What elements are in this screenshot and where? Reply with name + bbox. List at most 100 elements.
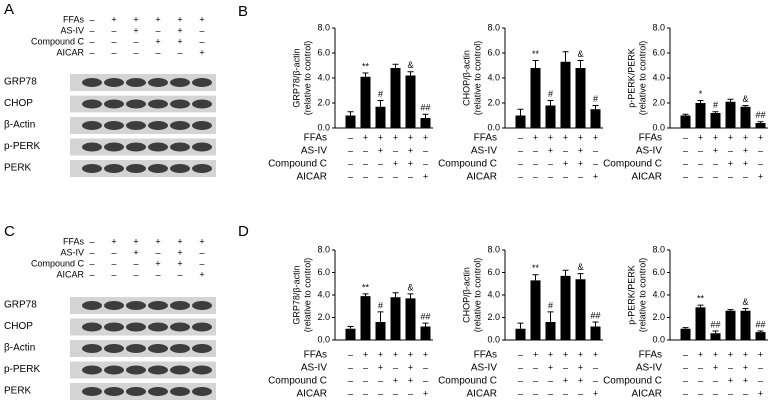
- treatment-sign: +: [548, 145, 553, 155]
- treatment-sign: +: [548, 349, 553, 359]
- blot-band: [82, 344, 102, 353]
- treatment-label: Compound C: [438, 376, 497, 387]
- blot-band: [192, 99, 212, 109]
- treatment-sign: +: [743, 362, 748, 372]
- band-label: GRP78: [4, 300, 37, 311]
- significance-mark: &: [577, 49, 583, 59]
- treatment-sign: –: [518, 375, 523, 385]
- treatment-sign: +: [743, 375, 748, 385]
- treatment-label: FFAs: [639, 350, 662, 361]
- treatment-sign: +: [713, 132, 718, 142]
- blot-band: [126, 344, 146, 353]
- treatment-sign: +: [423, 171, 428, 181]
- y-tick-label: 8.0: [652, 244, 665, 254]
- treatment-label: Compound C: [268, 159, 327, 170]
- treatment-label: AS-IV: [301, 363, 327, 374]
- treatment-sign: –: [548, 375, 553, 385]
- treatment-sign: –: [578, 171, 583, 181]
- treatment-sign: –: [111, 247, 116, 257]
- blot-band: [148, 344, 168, 353]
- treatment-sign: –: [518, 145, 523, 155]
- band-label: CHOP: [4, 321, 33, 332]
- significance-mark: **: [532, 49, 540, 59]
- treatment-sign: –: [683, 388, 688, 398]
- blot-band: [170, 78, 190, 87]
- significance-mark: **: [362, 282, 370, 292]
- significance-mark: #: [713, 100, 718, 110]
- blot-band: [126, 322, 146, 332]
- y-tick-label: 4.0: [652, 289, 665, 299]
- y-tick-label: 2.0: [652, 312, 665, 322]
- treatment-sign: –: [363, 145, 368, 155]
- bar: [545, 322, 556, 340]
- blot-band: [170, 164, 190, 173]
- bar: [345, 115, 356, 128]
- significance-mark: ##: [590, 310, 600, 320]
- blot-band: [82, 164, 102, 173]
- treatment-sign: +: [713, 145, 718, 155]
- treatment-sign: +: [593, 132, 598, 142]
- blot-band: [126, 387, 146, 396]
- treatment-label: Compound C: [31, 36, 85, 46]
- treatment-sign: +: [578, 132, 583, 142]
- treatment-sign: +: [199, 236, 204, 246]
- y-tick-label: 8.0: [487, 244, 500, 254]
- treatment-label: FFAs: [304, 350, 327, 361]
- treatment-label: AS-IV: [636, 146, 662, 157]
- treatment-sign: –: [111, 269, 116, 279]
- band-label: p-PERK: [4, 364, 40, 375]
- treatment-sign: +: [155, 258, 160, 268]
- blot-band: [148, 121, 168, 130]
- treatment-label: AICAR: [56, 47, 84, 57]
- treatment-sign: –: [713, 388, 718, 398]
- y-tick-label: 2.0: [487, 97, 500, 107]
- blot-band: [104, 121, 124, 130]
- significance-mark: **: [697, 294, 705, 304]
- treatment-sign: –: [533, 375, 538, 385]
- treatment-sign: –: [743, 171, 748, 181]
- band-label: PERK: [4, 386, 32, 397]
- blot-band: [192, 164, 212, 173]
- treatment-label: FFAs: [474, 350, 497, 361]
- treatment-sign: –: [683, 362, 688, 372]
- treatment-sign: –: [683, 349, 688, 359]
- significance-mark: #: [593, 94, 598, 104]
- bar: [575, 279, 586, 340]
- treatment-label: AS-IV: [471, 363, 497, 374]
- treatment-sign: –: [683, 145, 688, 155]
- treatment-sign: –: [348, 158, 353, 168]
- treatment-sign: +: [423, 132, 428, 142]
- bar: [405, 75, 416, 128]
- blot-band: [104, 322, 124, 332]
- y-axis-label: GRP78/β-actin: [291, 48, 301, 107]
- treatment-sign: +: [578, 375, 583, 385]
- treatment-label: AICAR: [466, 172, 497, 183]
- significance-mark: #: [548, 300, 553, 310]
- bar: [545, 105, 556, 128]
- treatment-sign: –: [423, 375, 428, 385]
- blot-band: [192, 121, 212, 130]
- blot-band: [170, 99, 190, 109]
- significance-mark: &: [407, 60, 413, 70]
- blot-band: [148, 387, 168, 396]
- treatment-sign: +: [533, 132, 538, 142]
- treatment-sign: –: [155, 47, 160, 57]
- treatment-sign: +: [728, 132, 733, 142]
- treatment-sign: –: [199, 36, 204, 46]
- y-axis-label: p-PERK/PERK: [626, 48, 636, 108]
- treatment-sign: –: [111, 258, 116, 268]
- blot-band: [104, 99, 124, 109]
- treatment-sign: +: [743, 132, 748, 142]
- treatment-sign: –: [363, 375, 368, 385]
- blot-band: [126, 78, 146, 87]
- treatment-sign: –: [533, 362, 538, 372]
- treatment-sign: +: [728, 349, 733, 359]
- treatment-sign: +: [563, 132, 568, 142]
- y-tick-label: 2.0: [317, 97, 330, 107]
- treatment-sign: +: [758, 388, 763, 398]
- bar: [740, 106, 751, 128]
- treatment-sign: –: [177, 269, 182, 279]
- treatment-sign: –: [683, 158, 688, 168]
- bar: [695, 103, 706, 128]
